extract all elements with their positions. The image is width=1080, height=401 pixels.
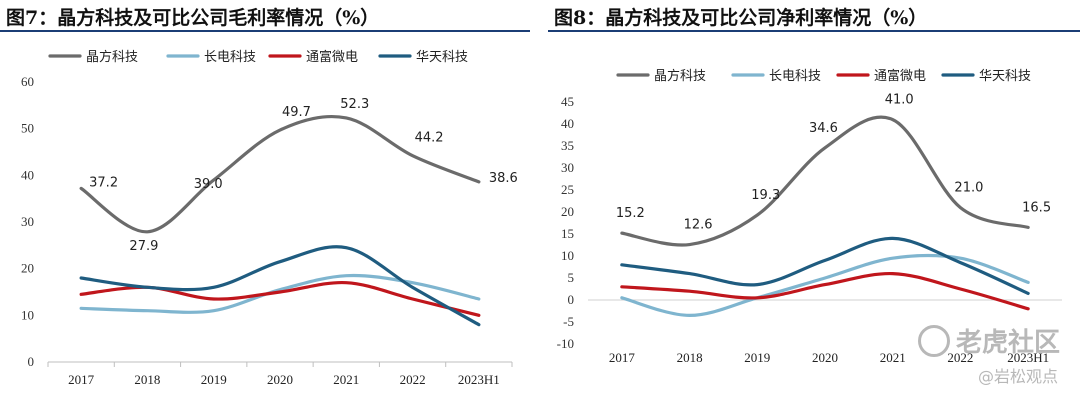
data-label: 34.6 — [809, 121, 838, 136]
y-tick-label: 40 — [21, 167, 34, 182]
data-label: 44.2 — [415, 131, 444, 146]
y-tick-label: 30 — [561, 160, 574, 175]
x-tick-label: 2018 — [134, 372, 160, 387]
x-tick-label: 2019 — [744, 350, 770, 365]
data-label: 19.3 — [751, 188, 780, 203]
legend-label: 华天科技 — [416, 50, 468, 65]
x-tick-label: 2021 — [333, 372, 359, 387]
title-divider — [548, 30, 1080, 32]
data-label: 16.5 — [1022, 200, 1051, 215]
legend-label: 晶方科技 — [654, 68, 706, 84]
data-label: 41.0 — [885, 93, 914, 108]
data-label: 15.2 — [616, 206, 645, 221]
series-line — [79, 245, 481, 327]
data-label: 38.6 — [489, 171, 518, 186]
data-label: 37.2 — [89, 175, 118, 190]
x-tick-label: 2018 — [677, 350, 703, 365]
chart-panel-gross-margin: 图7：晶方科技及可比公司毛利率情况（%） 0 10 20 30 40 50 60 2017 20… — [0, 0, 530, 401]
tiger-paw-icon — [917, 324, 950, 357]
y-tick-label: 10 — [561, 248, 574, 263]
data-label: 27.9 — [129, 239, 158, 254]
data-label: 21.0 — [954, 181, 983, 196]
legend-label: 长电科技 — [204, 50, 256, 65]
x-tick-label: 2022 — [400, 372, 426, 387]
x-tick-label: 2023H1 — [458, 372, 500, 387]
series-line — [79, 114, 481, 234]
y-tick-label: -10 — [557, 336, 574, 351]
watermark-brand-text: 老虎社区 — [955, 328, 1060, 358]
x-tick-label: 2020 — [267, 372, 293, 387]
legend-label: 通富微电 — [306, 49, 358, 65]
series-line — [620, 253, 1030, 317]
y-tick-label: 60 — [21, 74, 34, 89]
y-tick-label: 45 — [561, 94, 574, 109]
y-tick-label: 35 — [561, 138, 574, 153]
series-line — [79, 273, 481, 314]
watermark-brand: 老虎社区 — [917, 322, 1060, 360]
y-tick-label: 50 — [21, 121, 34, 136]
x-tick-label: 2022 — [947, 350, 973, 365]
series-line — [620, 115, 1030, 247]
x-tick-label: 2017 — [68, 372, 95, 387]
x-tick-label: 2020 — [812, 350, 838, 365]
y-tick-label: 0 — [28, 354, 35, 369]
x-tick-label: 2017 — [609, 350, 636, 365]
legend-label: 长电科技 — [769, 69, 821, 84]
title-divider — [0, 30, 530, 32]
legend-label: 晶方科技 — [86, 49, 138, 65]
x-tick-label: 2019 — [201, 372, 227, 387]
data-label: 49.7 — [282, 105, 311, 120]
chart-panel-net-margin: 图8：晶方科技及可比公司净利率情况（%） -10 -5 0 5 10 15 20 25 30 35… — [548, 0, 1080, 401]
y-tick-label: -5 — [563, 314, 574, 329]
y-tick-label: 25 — [561, 182, 574, 197]
data-label: 39.0 — [194, 177, 223, 192]
y-tick-label: 0 — [568, 292, 575, 307]
y-tick-label: 10 — [21, 307, 34, 322]
y-tick-label: 20 — [21, 261, 34, 276]
legend-label: 通富微电 — [874, 68, 926, 84]
y-tick-label: 5 — [568, 270, 575, 285]
data-label: 52.3 — [340, 97, 369, 112]
series-line — [620, 236, 1030, 295]
data-label: 12.6 — [684, 218, 713, 233]
chart-title: 图8：晶方科技及可比公司净利率情况（%） — [554, 7, 928, 29]
watermark-author: @岩松观点 — [977, 367, 1058, 386]
x-tick-label: 2021 — [880, 350, 906, 365]
gross-margin-chart: 0 10 20 30 40 50 60 2017 2018 2019 2020 2021 2022 202… — [21, 49, 518, 387]
y-tick-label: 30 — [21, 214, 34, 229]
chart-title: 图7：晶方科技及可比公司毛利率情况（%） — [6, 7, 380, 29]
y-tick-label: 15 — [561, 226, 574, 241]
x-tick-label: 2023H1 — [1007, 350, 1049, 365]
series-line — [620, 271, 1030, 311]
net-margin-chart: -10 -5 0 5 10 15 20 25 30 35 40 45 2017 2018 2019 2020 2… — [557, 68, 1062, 365]
y-tick-label: 20 — [561, 204, 574, 219]
legend-label: 华天科技 — [979, 69, 1031, 84]
y-tick-label: 40 — [561, 116, 574, 131]
